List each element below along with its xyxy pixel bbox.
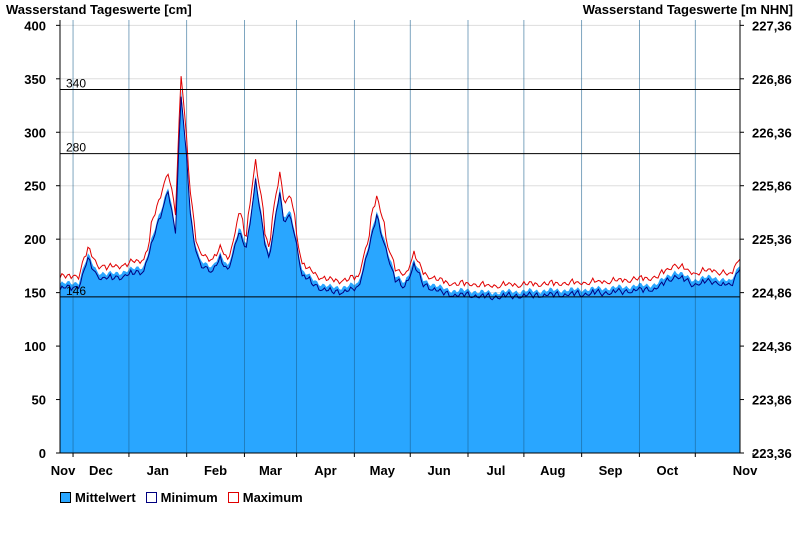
x-tick-label: Apr (314, 463, 336, 478)
y2-tick-label: 223,36 (752, 446, 792, 461)
y2-tick-label: 223,86 (752, 393, 792, 408)
x-tick-label: Mar (259, 463, 282, 478)
y2-tick-label: 224,36 (752, 339, 792, 354)
y2-tick-label: 226,86 (752, 72, 792, 87)
legend-swatch-mean (60, 492, 71, 503)
axes: 0 50 100 150 200 250 300 350 400 223,36 223,86 224,… (24, 18, 791, 478)
x-tick-label: Jun (428, 463, 451, 478)
x-tick-label: Dec (89, 463, 113, 478)
legend-swatch-maximum (227, 492, 239, 503)
series-lines (59, 76, 741, 301)
reference-label-340: 340 (66, 76, 86, 90)
y-tick-label: 300 (24, 125, 46, 140)
legend-label-mean: Mittelwert (75, 490, 136, 505)
right-axis-title: Wasserstand Tageswerte [m NHN] (583, 2, 793, 17)
reference-label-146: 146 (66, 284, 86, 298)
reference-label-280: 280 (66, 141, 86, 155)
legend-swatch-minimum (145, 492, 157, 503)
legend-item-mean: Mittelwert (60, 490, 136, 505)
x-tick-label: Nov (733, 463, 758, 478)
x-tick-label: Feb (204, 463, 227, 478)
y-tick-label: 100 (24, 339, 46, 354)
y-tick-label: 250 (24, 179, 46, 194)
x-tick-label: Nov (51, 463, 76, 478)
x-tick-label: Jan (147, 463, 169, 478)
left-axis-title: Wasserstand Tageswerte [cm] (6, 2, 192, 17)
legend-label-maximum: Maximum (242, 490, 303, 505)
legend-label-minimum: Minimum (160, 490, 218, 505)
y2-tick-label: 226,36 (752, 125, 792, 140)
y-tick-label: 400 (24, 18, 46, 33)
y-tick-label: 200 (24, 232, 46, 247)
y-tick-label: 0 (39, 446, 46, 461)
y-tick-label: 50 (32, 393, 46, 408)
x-tick-label: Aug (540, 463, 565, 478)
y2-tick-label: 225,36 (752, 232, 792, 247)
x-tick-label: May (370, 463, 396, 478)
y-tick-label: 350 (24, 72, 46, 87)
legend-item-maximum: Maximum (227, 490, 303, 505)
legend: Mittelwert Minimum Maximum (60, 490, 313, 505)
series-line-minimum (59, 96, 741, 301)
series-line-maximum (59, 76, 741, 289)
x-tick-label: Oct (657, 463, 679, 478)
y2-tick-label: 225,86 (752, 179, 792, 194)
x-tick-label: Sep (599, 463, 623, 478)
y2-tick-label: 224,86 (752, 286, 792, 301)
mean-area-fill (60, 90, 740, 454)
y2-tick-label: 227,36 (752, 18, 792, 33)
x-tick-label: Jul (487, 463, 506, 478)
reference-lines: 340 280 146 (60, 76, 740, 298)
mean-area (60, 20, 740, 454)
y-tick-label: 150 (24, 286, 46, 301)
legend-item-minimum: Minimum (145, 490, 218, 505)
